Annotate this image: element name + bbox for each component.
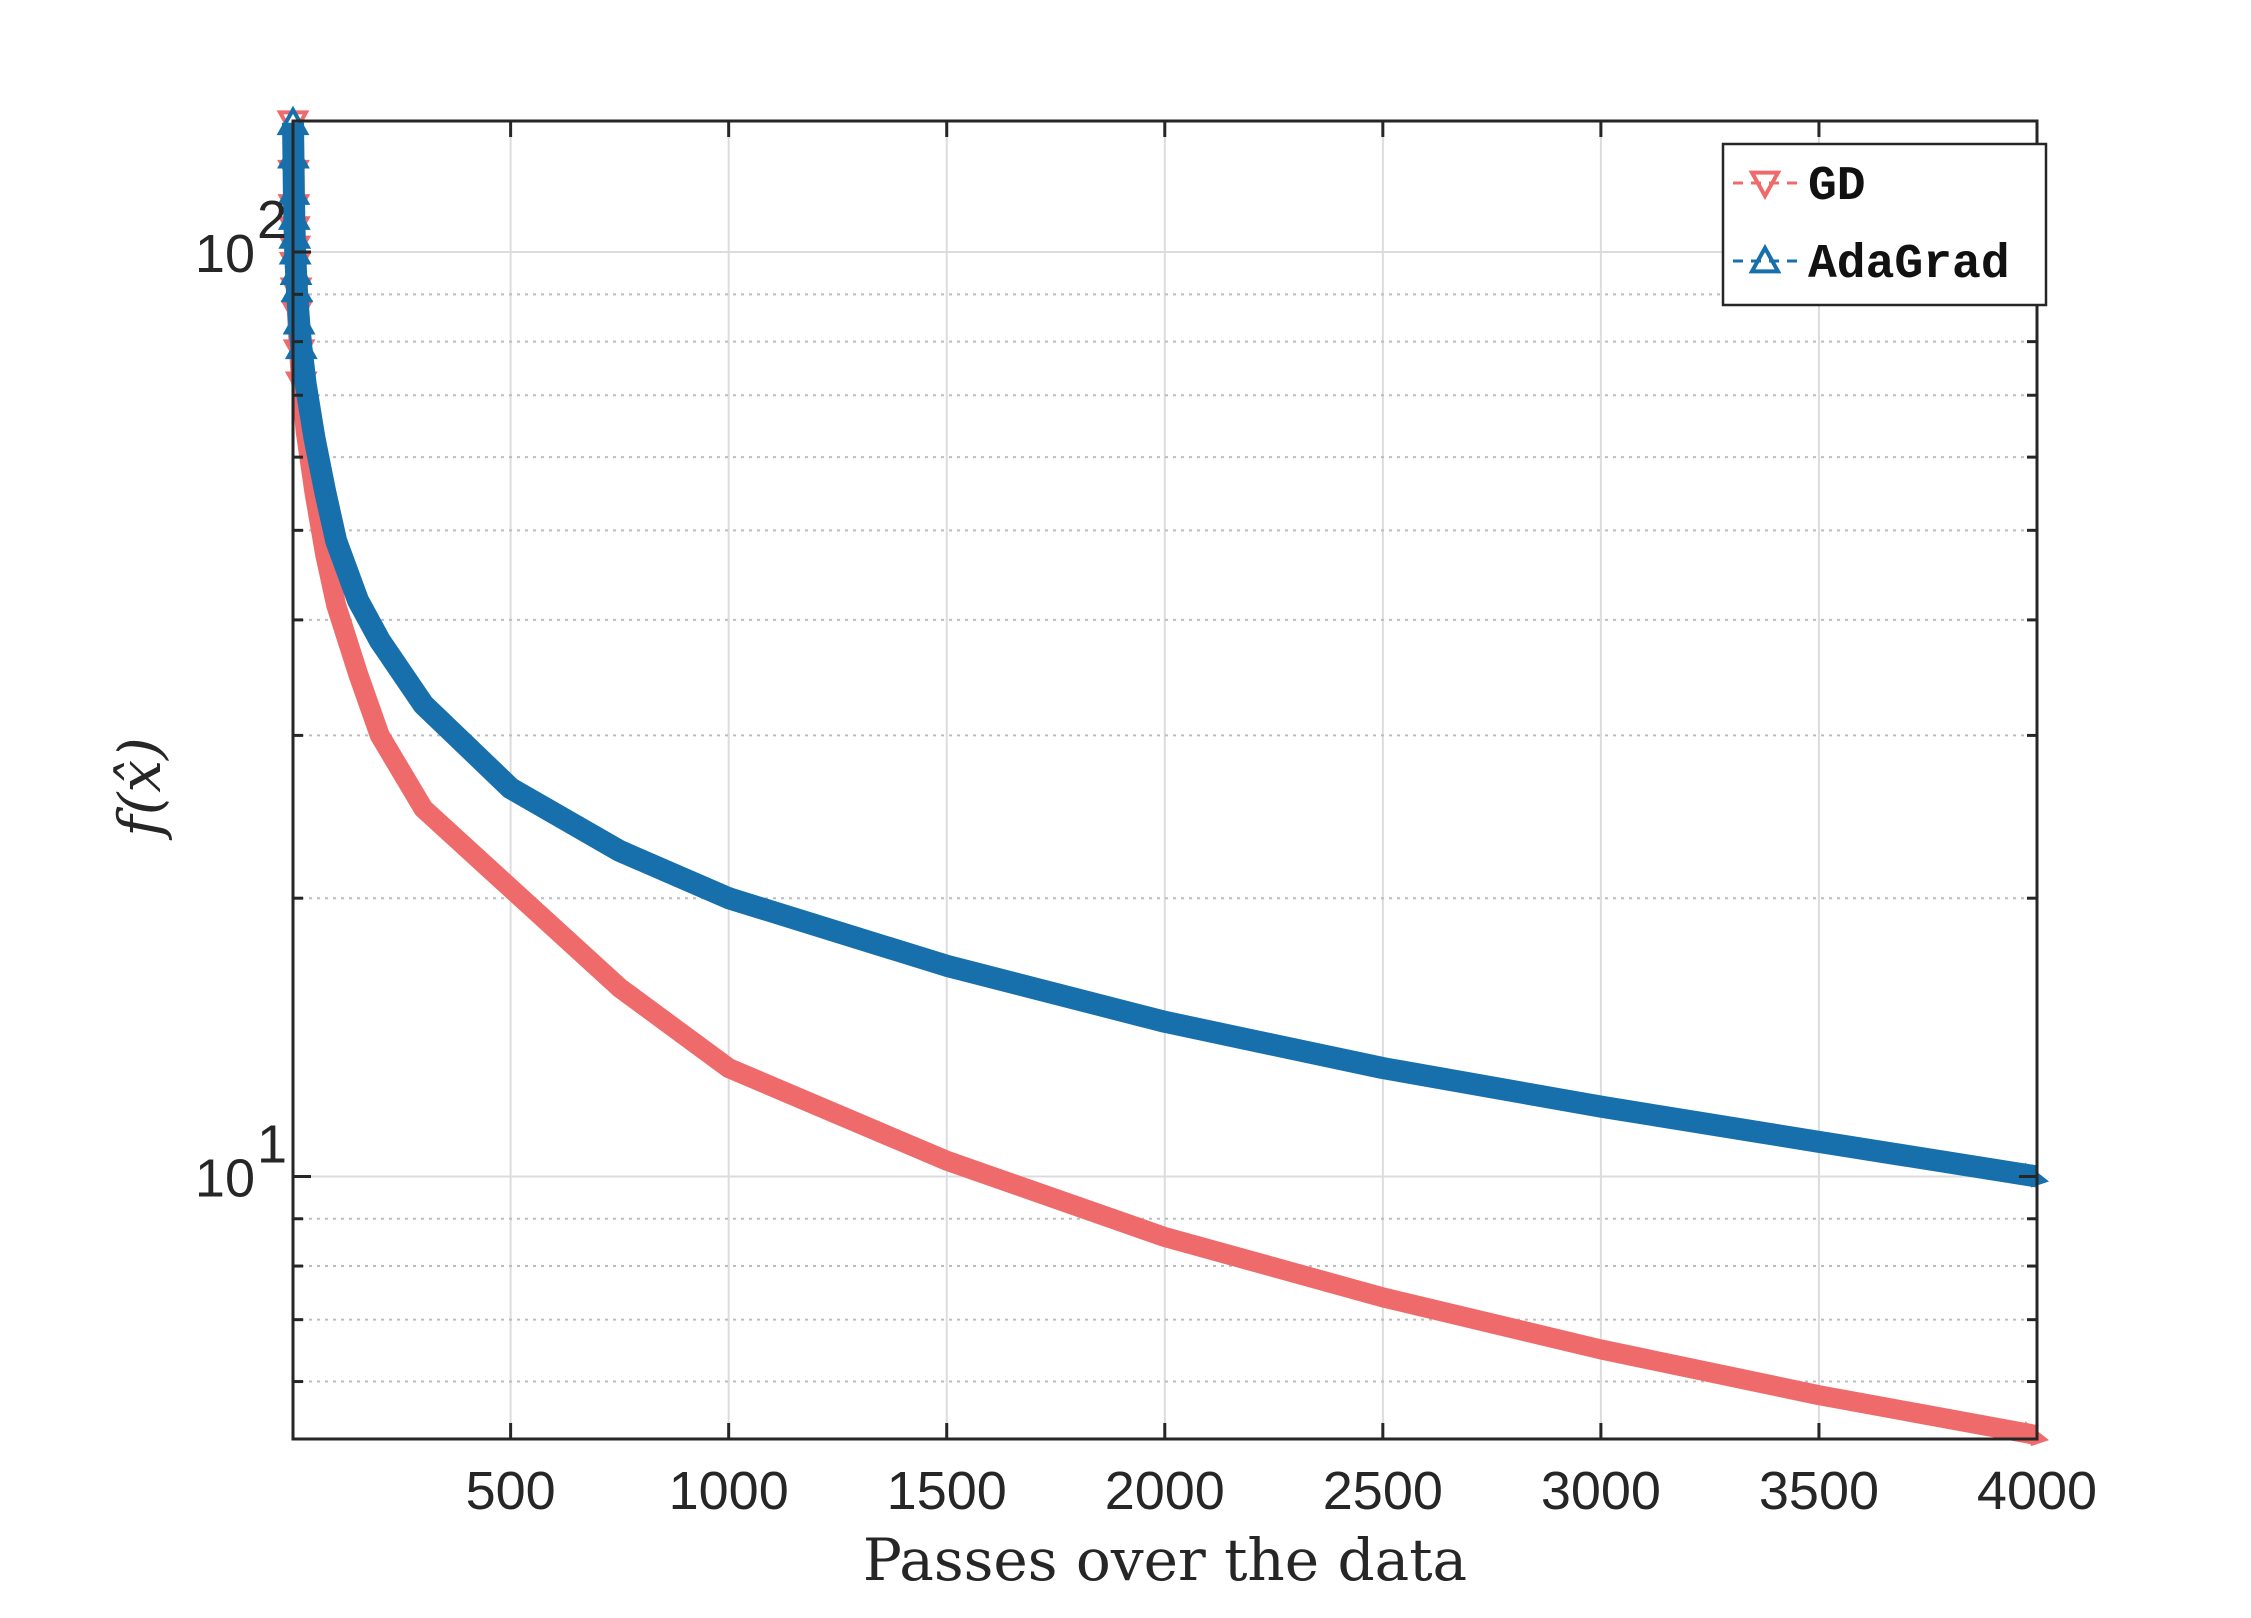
grid bbox=[293, 121, 2038, 1439]
y-axis-label: f(x̂) bbox=[106, 737, 174, 840]
data-point-adagrad bbox=[284, 329, 318, 360]
y-tick-exponent: 1 bbox=[257, 1114, 287, 1174]
legend-marker-adagrad bbox=[1748, 243, 1782, 274]
y-axis-label-text: f(x̂) bbox=[106, 737, 174, 840]
x-tick-label: 3500 bbox=[1759, 1461, 1879, 1521]
y-tick-exponent: 2 bbox=[257, 190, 287, 250]
x-tick-label: 3000 bbox=[1541, 1461, 1661, 1521]
legend-label-adagrad: AdaGrad bbox=[1808, 238, 2010, 292]
x-axis-label: Passes over the data bbox=[863, 1526, 1467, 1594]
data-point-adagrad bbox=[279, 255, 313, 286]
data-point-adagrad bbox=[278, 219, 312, 249]
y-tick-label: 10 bbox=[195, 224, 255, 284]
x-tick-label: 2500 bbox=[1323, 1461, 1443, 1521]
x-tick-label: 2000 bbox=[1105, 1461, 1225, 1521]
x-tick-label: 1500 bbox=[887, 1461, 1007, 1521]
x-tick-label: 1000 bbox=[669, 1461, 789, 1521]
data-point-adagrad bbox=[280, 272, 314, 303]
legend-entry-adagrad: AdaGrad bbox=[1733, 238, 2010, 292]
x-tick-label: 500 bbox=[466, 1461, 556, 1521]
x-tick-label: 4000 bbox=[1977, 1461, 2097, 1521]
legend-marker-gd bbox=[1748, 170, 1782, 201]
legend-entry-gd: GD bbox=[1733, 160, 1866, 214]
y-tick-label: 10 bbox=[195, 1148, 255, 1208]
legend-label-gd: GD bbox=[1808, 160, 1866, 214]
legend: GD AdaGrad bbox=[1721, 142, 2048, 307]
